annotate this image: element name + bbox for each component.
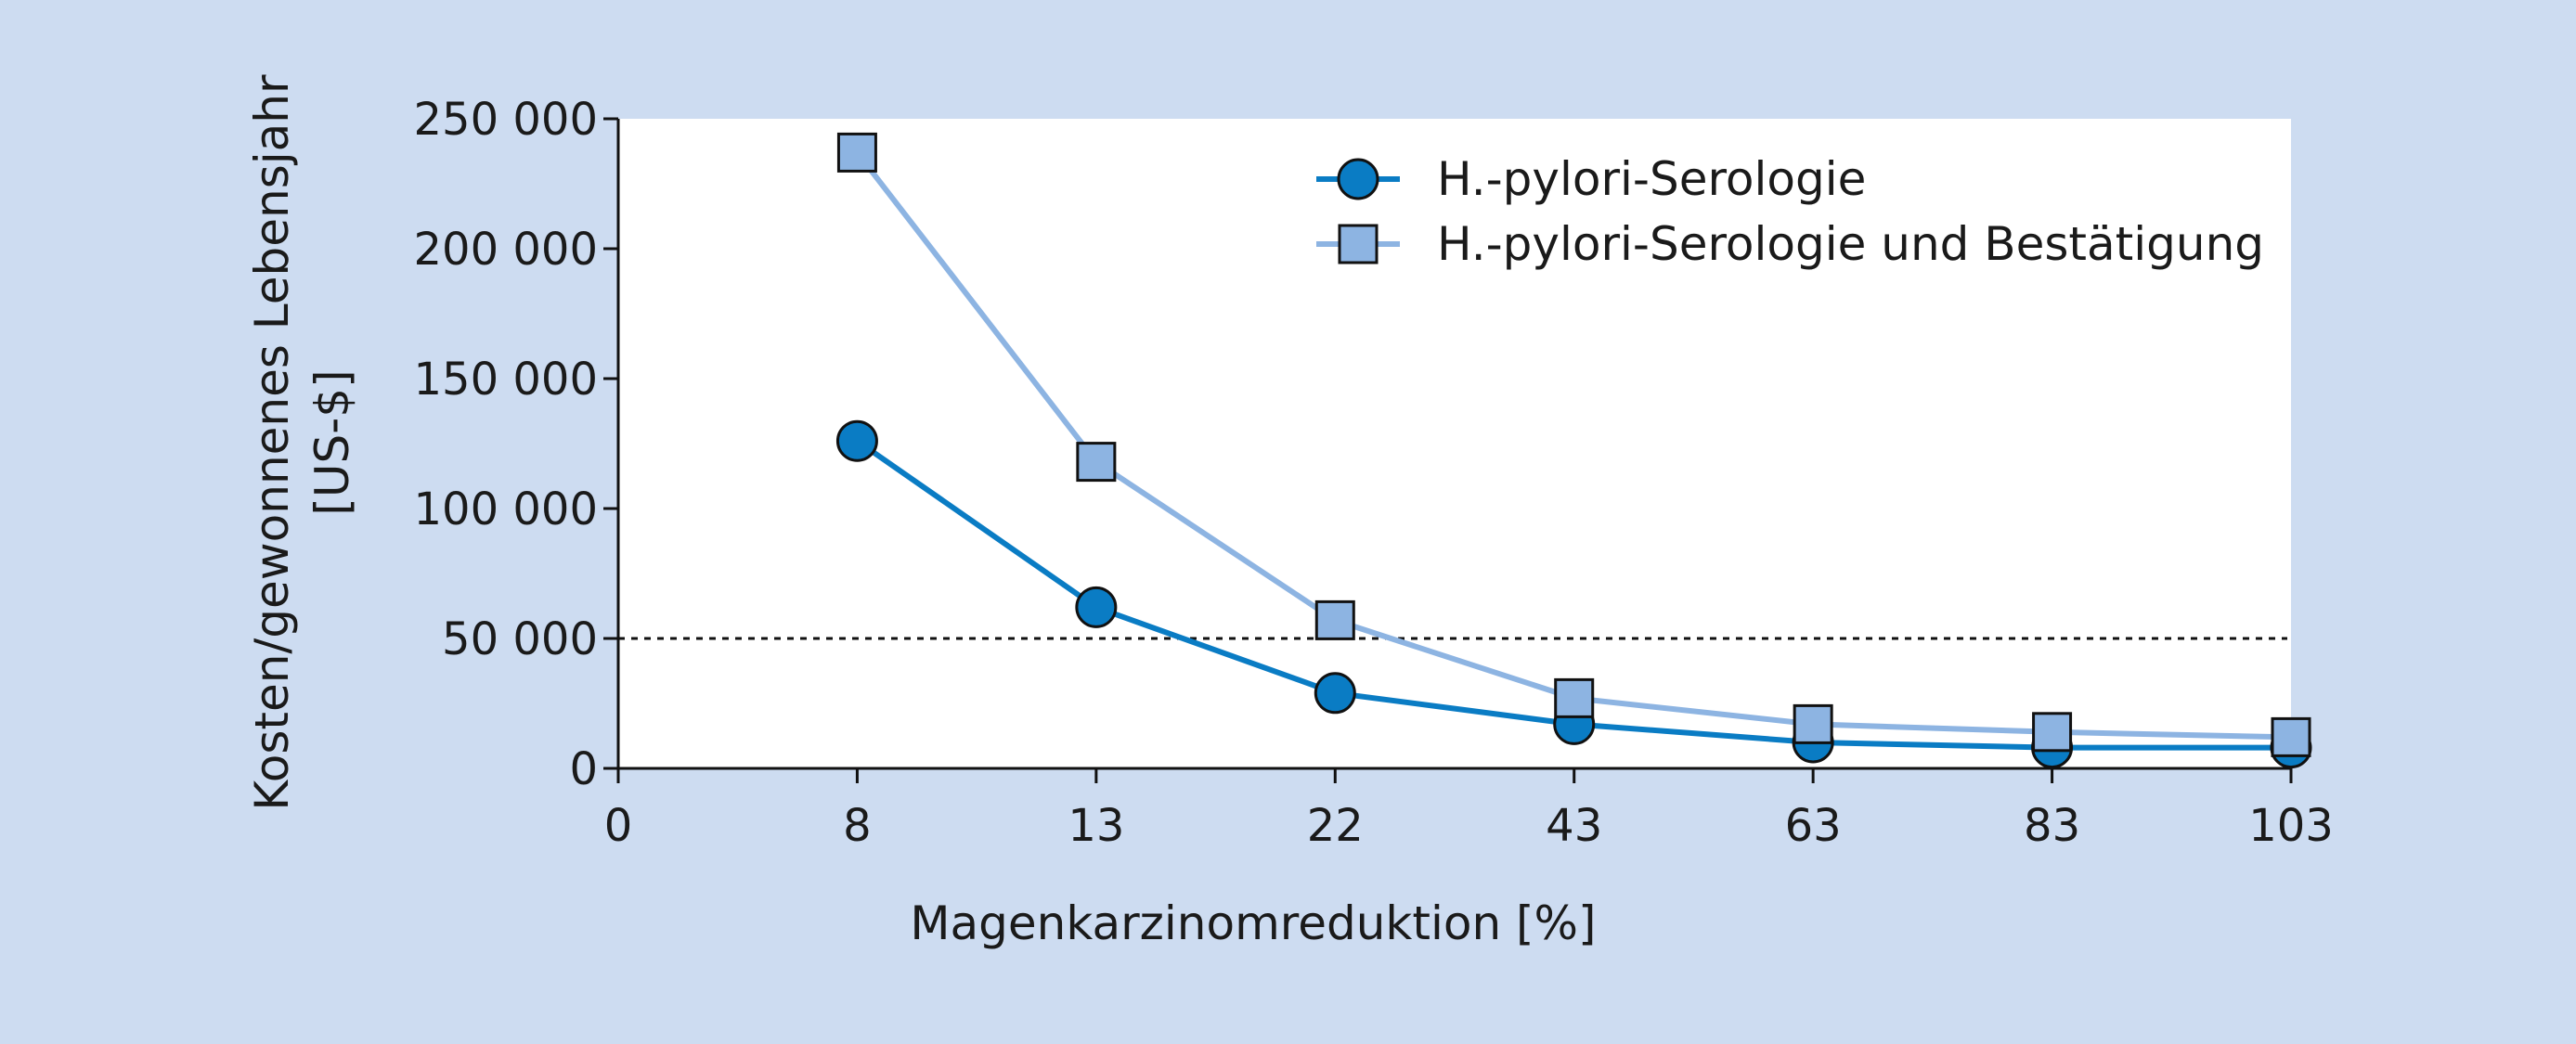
x-axis-title: Magenkarzinomreduktion [%] [910,896,1596,950]
y-axis-title-line2: [US-$] [305,369,359,515]
y-tick-label: 150 000 [414,354,599,406]
legend-marker-1 [1337,158,1379,200]
y-tick-label: 50 000 [442,613,598,665]
y-tick-label: 0 [569,743,598,795]
tick-labels-layer: 0 50 000 100 000 150 000 200 000 250 000 0 8 13 2… [414,94,2334,852]
x-tick-label: 103 [2248,800,2334,852]
series-1-point-13 [1075,586,1118,628]
legend-label-2: H.-pylori-Serologie und Bestätigung [1437,217,2264,271]
series-markers-layer [835,132,2312,769]
x-tick-label: 43 [1546,800,1602,852]
series-1-point-22 [1314,672,1356,715]
x-tick-label: 0 [604,800,633,852]
series-2-point-8 [836,132,877,173]
series-2-point-63 [1793,703,1833,744]
x-tick-label: 22 [1307,800,1364,852]
series-2-point-103 [2271,716,2311,757]
x-tick-label: 13 [1068,800,1124,852]
legend-label-1: H.-pylori-Serologie [1437,152,1866,206]
series-2-point-83 [2032,712,2073,753]
series-2-point-13 [1076,442,1117,483]
series-2-point-43 [1554,677,1595,718]
axes-layer [603,117,2293,783]
x-tick-label: 8 [843,800,872,852]
y-axis-title-line1: Kosten/gewonnenes Lebensjahr [245,74,299,811]
x-tick-label: 63 [1785,800,1842,852]
series-1-point-8 [835,419,878,462]
legend: H.-pylori-Serologie H.-pylori-Serologie u… [1316,152,2264,271]
y-tick-label: 200 000 [414,224,599,276]
x-tick-label: 83 [2024,800,2080,852]
y-tick-label: 100 000 [414,483,599,535]
legend-marker-2 [1338,224,1379,264]
y-tick-label: 250 000 [414,94,599,146]
series-2-point-22 [1314,599,1355,640]
